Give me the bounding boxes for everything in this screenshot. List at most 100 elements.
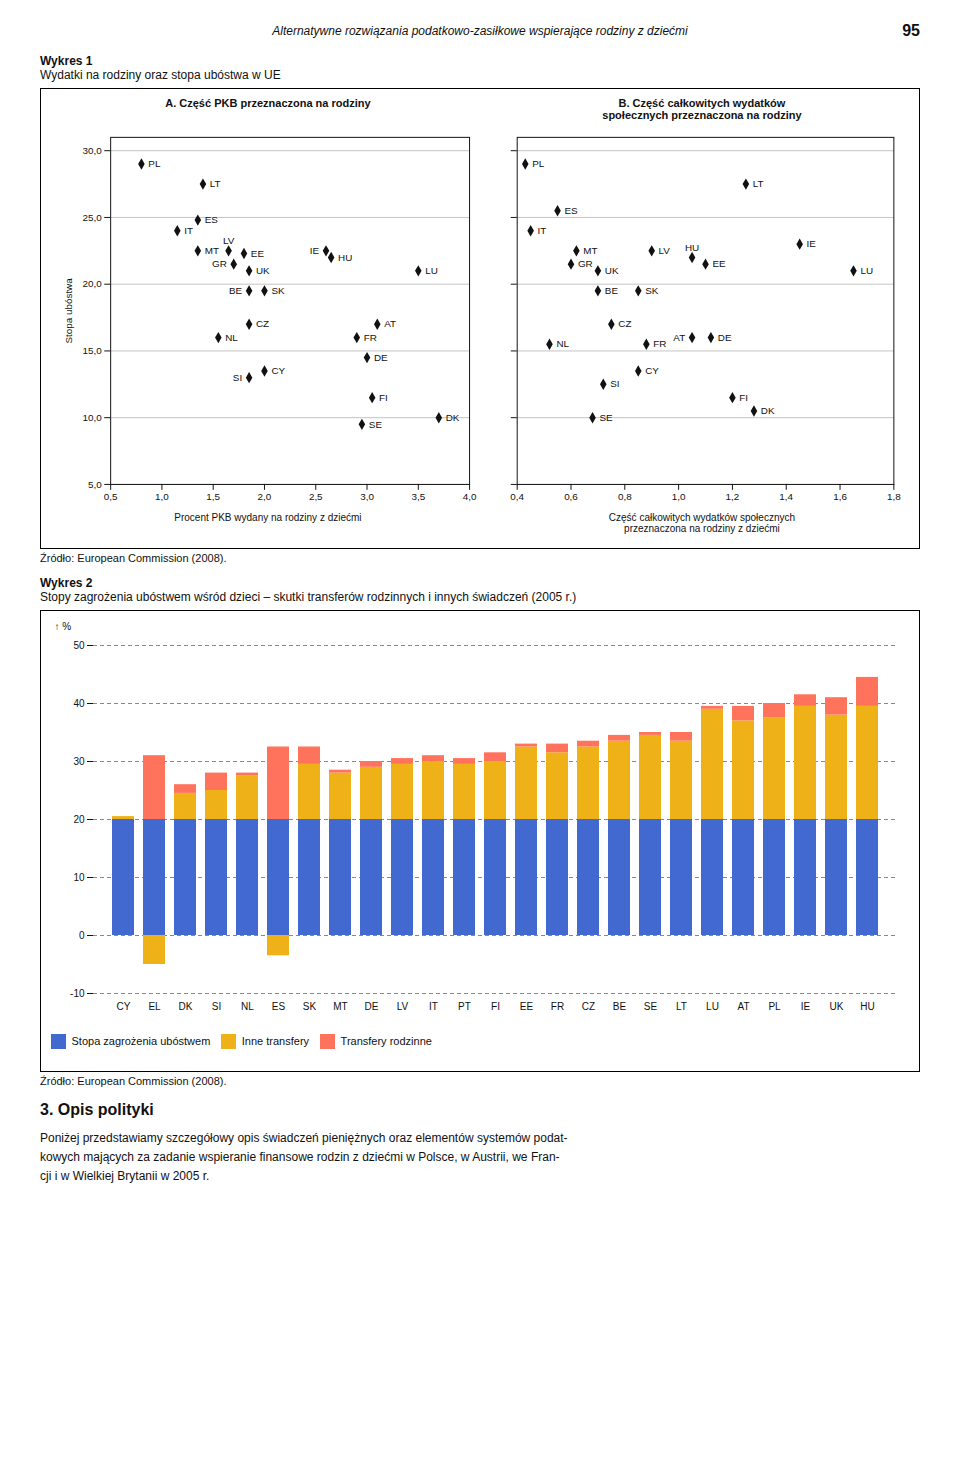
svg-text:DK: DK — [179, 1000, 193, 1011]
svg-text:FR: FR — [551, 1000, 564, 1011]
svg-text:SK: SK — [645, 285, 659, 296]
svg-text:1,6: 1,6 — [833, 491, 847, 502]
svg-text:2,0: 2,0 — [258, 491, 272, 502]
svg-text:NL: NL — [556, 338, 569, 349]
svg-text:40: 40 — [73, 697, 85, 708]
svg-text:LT: LT — [753, 178, 764, 189]
svg-text:MT: MT — [583, 245, 597, 256]
svg-text:IE: IE — [806, 238, 816, 249]
svg-text:UK: UK — [830, 1000, 844, 1011]
svg-text:-10: -10 — [70, 987, 85, 998]
svg-text:25,0: 25,0 — [83, 212, 103, 223]
svg-text:NL: NL — [241, 1000, 254, 1011]
svg-text:10,0: 10,0 — [83, 412, 103, 423]
svg-text:SK: SK — [303, 1000, 317, 1011]
svg-text:PL: PL — [148, 158, 161, 169]
svg-text:HU: HU — [338, 252, 352, 263]
svg-text:DE: DE — [374, 352, 388, 363]
svg-text:EE: EE — [712, 258, 726, 269]
svg-text:SE: SE — [599, 412, 613, 423]
svg-text:IT: IT — [537, 225, 546, 236]
svg-text:10: 10 — [73, 871, 85, 882]
svg-text:PL: PL — [768, 1000, 781, 1011]
svg-text:EE: EE — [251, 248, 265, 259]
svg-text:SI: SI — [610, 378, 619, 389]
svg-text:IE: IE — [310, 245, 320, 256]
svg-text:0,4: 0,4 — [510, 491, 524, 502]
svg-text:HU: HU — [685, 242, 699, 253]
svg-text:HU: HU — [860, 1000, 874, 1011]
svg-text:1,8: 1,8 — [887, 491, 901, 502]
svg-text:Stopa ubóstwa: Stopa ubóstwa — [63, 278, 74, 344]
svg-text:3,5: 3,5 — [411, 491, 425, 502]
svg-text:SE: SE — [644, 1000, 658, 1011]
svg-text:SI: SI — [212, 1000, 221, 1011]
svg-text:2,5: 2,5 — [309, 491, 323, 502]
svg-text:LU: LU — [425, 265, 438, 276]
svg-text:MT: MT — [333, 1000, 347, 1011]
svg-text:FI: FI — [491, 1000, 500, 1011]
svg-text:20: 20 — [73, 813, 85, 824]
svg-text:5,0: 5,0 — [88, 479, 102, 490]
svg-text:NL: NL — [225, 332, 238, 343]
svg-text:SE: SE — [369, 419, 383, 430]
svg-text:CY: CY — [271, 365, 285, 376]
svg-text:50: 50 — [73, 639, 85, 650]
svg-text:PT: PT — [458, 1000, 471, 1011]
svg-text:GR: GR — [578, 258, 593, 269]
svg-text:EE: EE — [520, 1000, 534, 1011]
svg-text:CY: CY — [645, 365, 659, 376]
svg-text:IT: IT — [184, 225, 193, 236]
svg-text:FI: FI — [739, 392, 748, 403]
svg-text:LT: LT — [210, 178, 221, 189]
svg-text:4,0: 4,0 — [463, 491, 477, 502]
svg-text:SK: SK — [271, 285, 285, 296]
svg-text:EL: EL — [148, 1000, 161, 1011]
svg-text:BE: BE — [613, 1000, 627, 1011]
svg-text:0,8: 0,8 — [618, 491, 632, 502]
svg-text:1,5: 1,5 — [206, 491, 220, 502]
svg-text:FI: FI — [379, 392, 388, 403]
svg-text:MT: MT — [205, 245, 219, 256]
svg-text:CZ: CZ — [256, 318, 269, 329]
svg-text:15,0: 15,0 — [83, 345, 103, 356]
svg-text:FR: FR — [653, 338, 666, 349]
svg-text:20,0: 20,0 — [83, 278, 103, 289]
svg-text:DK: DK — [761, 405, 775, 416]
svg-text:DK: DK — [446, 412, 460, 423]
svg-text:1,2: 1,2 — [725, 491, 739, 502]
svg-text:LU: LU — [706, 1000, 719, 1011]
svg-text:LU: LU — [860, 265, 873, 276]
svg-text:LV: LV — [397, 1000, 409, 1011]
svg-text:3,0: 3,0 — [360, 491, 374, 502]
svg-text:DE: DE — [365, 1000, 379, 1011]
svg-text:IE: IE — [801, 1000, 811, 1011]
svg-text:AT: AT — [737, 1000, 749, 1011]
svg-text:AT: AT — [384, 318, 396, 329]
svg-text:AT: AT — [673, 332, 685, 343]
svg-text:30: 30 — [73, 755, 85, 766]
svg-text:PL: PL — [532, 158, 545, 169]
svg-text:ES: ES — [564, 205, 578, 216]
svg-text:DE: DE — [718, 332, 732, 343]
svg-text:FR: FR — [364, 332, 377, 343]
svg-text:SI: SI — [233, 372, 242, 383]
svg-text:↑ %: ↑ % — [55, 620, 72, 631]
svg-text:CY: CY — [117, 1000, 131, 1011]
svg-text:ES: ES — [272, 1000, 286, 1011]
svg-text:UK: UK — [256, 265, 270, 276]
svg-text:1,0: 1,0 — [155, 491, 169, 502]
svg-text:30,0: 30,0 — [83, 145, 103, 156]
svg-text:0,5: 0,5 — [104, 491, 118, 502]
svg-text:0,6: 0,6 — [564, 491, 578, 502]
svg-text:LT: LT — [676, 1000, 687, 1011]
svg-text:LV: LV — [658, 245, 670, 256]
svg-text:CZ: CZ — [618, 318, 631, 329]
svg-text:UK: UK — [605, 265, 619, 276]
svg-text:1,4: 1,4 — [779, 491, 793, 502]
svg-text:LV: LV — [223, 235, 235, 246]
svg-text:CZ: CZ — [582, 1000, 595, 1011]
svg-text:IT: IT — [429, 1000, 438, 1011]
svg-text:BE: BE — [605, 285, 619, 296]
svg-text:1,0: 1,0 — [672, 491, 686, 502]
